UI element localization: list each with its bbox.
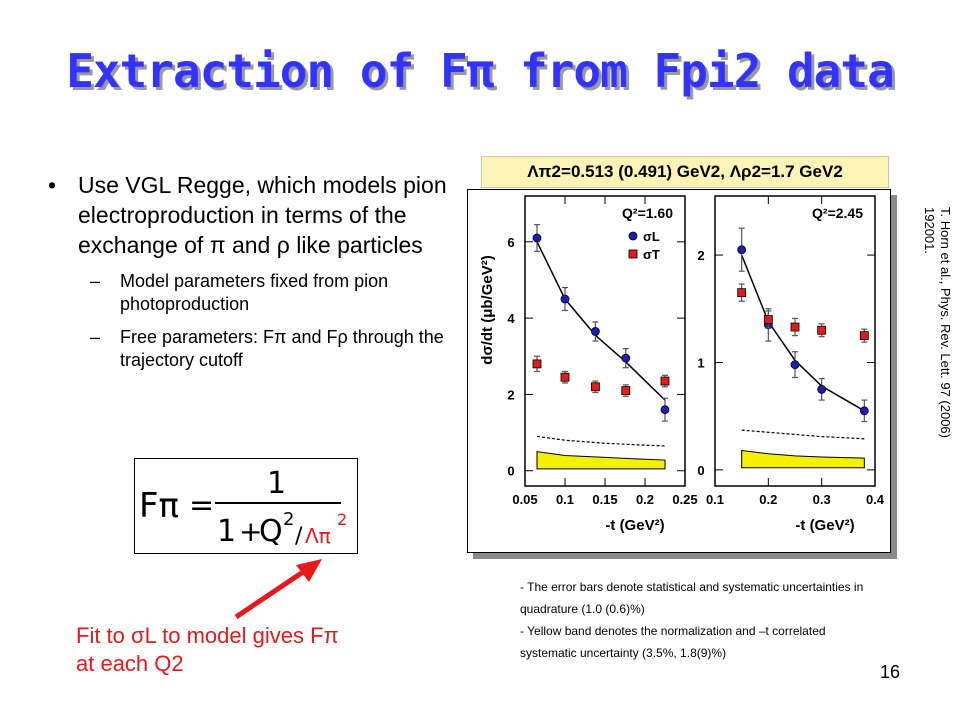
- caption-line-2: - Yellow band denotes the normalization …: [520, 624, 826, 660]
- sigma-t-point: [737, 288, 747, 298]
- sigma-t-point: [763, 315, 773, 324]
- formula-plus: +: [239, 515, 262, 548]
- sigma-t-point: [790, 322, 800, 332]
- sigma-l-point: [817, 384, 827, 394]
- legend-sigma-t-label: σT: [643, 247, 660, 262]
- chart-svg: dσ/dt (μb/GeV²)0.05 0.1 0.15 0.2 0.250246-t …: [479, 195, 885, 534]
- sub-bullet-1-text: Model parameters fixed from pion photopr…: [120, 271, 389, 314]
- sigma-l-point: [859, 406, 869, 416]
- panel-title: Q²=1.60: [622, 205, 673, 221]
- formula-slash: /: [295, 524, 303, 549]
- sigma-l-point: [621, 353, 631, 363]
- systematic-band: [536, 451, 666, 470]
- x-tick-label: 0.4: [866, 492, 885, 507]
- panel-title: Q²=2.45: [812, 205, 863, 221]
- formula-box: Fπ = 1 1 + Q 2 / Λπ 2: [134, 458, 358, 554]
- legend-sigma-t-marker: [628, 249, 638, 259]
- sigma-t-point: [560, 372, 570, 382]
- sigma-t-point: [621, 386, 631, 396]
- citation-line-1: T. Horn et al., Phys. Rev. Lett. 97 (200…: [938, 207, 953, 438]
- citation-line-2: 192001.: [922, 207, 937, 254]
- panel-frame-2: [714, 195, 876, 487]
- fit-text-line2: at each Q2: [76, 651, 184, 676]
- y-tick-label: 2: [697, 248, 704, 263]
- sub-bullet-1: – Model parameters fixed from pion photop…: [90, 271, 389, 314]
- lambda-parameter-box: Λπ2=0.513 (0.491) GeV2, Λρ2=1.7 GeV2: [481, 156, 889, 188]
- model-sigma-t-curve: [741, 429, 865, 440]
- formula-equals: =: [189, 488, 214, 523]
- caption-line-1: - The error bars denote statistical and …: [520, 580, 864, 616]
- sigma-t-point: [532, 359, 542, 369]
- formula-q-exp: 2: [283, 509, 294, 530]
- sigma-t-point: [817, 325, 827, 335]
- legend-sigma-l-marker: [628, 231, 638, 241]
- sigma-l-point: [737, 245, 747, 255]
- x-tick-label: 0.3: [813, 492, 831, 507]
- sigma-l-point: [790, 360, 800, 370]
- x-tick-label: 0.2: [759, 492, 777, 507]
- legend-sigma-l-label: σL: [643, 229, 660, 244]
- model-sigma-t-curve: [536, 435, 666, 447]
- formula-lambda-exp: 2: [337, 510, 347, 529]
- formula-q: Q: [259, 514, 283, 549]
- red-arrow-shaft: [234, 567, 308, 620]
- y-axis-label: dσ/dt (μb/GeV²): [479, 255, 496, 364]
- sigma-t-point: [660, 376, 670, 386]
- formula-one: 1: [217, 514, 236, 549]
- x-axis-label: -t (GeV²): [795, 517, 854, 534]
- x-axis-label: -t (GeV²): [605, 517, 664, 534]
- panel-frame-1: [524, 195, 686, 487]
- y-tick-label: 0: [697, 463, 704, 478]
- sigma-l-point: [532, 233, 542, 243]
- y-tick-label: 6: [507, 235, 514, 250]
- y-tick-label: 2: [507, 387, 514, 402]
- red-arrow-head: [296, 559, 322, 582]
- sigma-t-point: [591, 382, 600, 392]
- plot-caption: - The error bars denote statistical and …: [520, 576, 865, 664]
- x-tick-label: 0.15: [592, 492, 617, 507]
- sigma-l-point: [560, 294, 570, 304]
- model-sigma-l-curve: [740, 254, 865, 412]
- page-number: 16: [880, 662, 901, 682]
- sigma-l-point: [591, 327, 600, 336]
- bullet-main: Use VGL Regge, which models pion electro…: [48, 170, 448, 260]
- sigma-l-point: [660, 405, 670, 415]
- fit-text: Fit to σL to model gives Fπ at each Q2: [76, 622, 339, 678]
- systematic-band: [741, 449, 865, 469]
- formula-numerator: 1: [267, 466, 286, 501]
- citation: T. Horn et al., Phys. Rev. Lett. 97 (200…: [922, 207, 953, 438]
- sub-bullet-2: – Free parameters: Fπ and Fρ through the …: [90, 327, 444, 370]
- bullet-list: Use VGL Regge, which models pion electro…: [48, 170, 448, 372]
- formula-lambda: Λπ: [305, 524, 331, 548]
- model-sigma-l-curve: [536, 241, 666, 401]
- formula-lhs: Fπ: [139, 486, 179, 526]
- formula-svg: Fπ = 1 1 + Q 2 / Λπ 2: [139, 466, 347, 549]
- slide-title: Extraction of Fπ from Fpi2 data: [66, 44, 895, 98]
- y-tick-label: 1: [697, 355, 704, 370]
- x-tick-label: 0.2: [636, 492, 654, 507]
- x-tick-label: 0.1: [556, 492, 574, 507]
- y-tick-label: 0: [507, 464, 514, 479]
- plot-panel: dσ/dt (μb/GeV²) 0.05 0.1 0.15 0.2 0.25 0 2 4 6 -t …: [467, 189, 891, 553]
- fit-text-line1: Fit to σL to model gives Fπ: [76, 623, 339, 648]
- sigma-t-point: [859, 331, 869, 341]
- x-tick-label: 0.25: [672, 492, 697, 507]
- y-tick-label: 4: [507, 311, 515, 326]
- x-tick-label: 0.05: [512, 492, 537, 507]
- x-tick-label: 0.1: [706, 492, 724, 507]
- sub-bullet-2-text: Free parameters: Fπ and Fρ through the t…: [120, 327, 444, 370]
